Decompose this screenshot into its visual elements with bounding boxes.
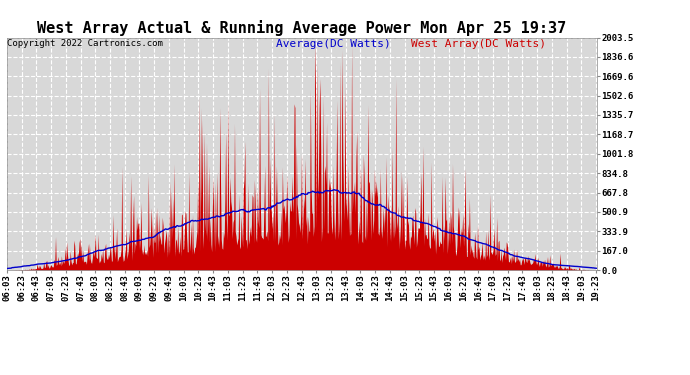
Text: West Array(DC Watts): West Array(DC Watts) <box>411 39 546 50</box>
Text: Average(DC Watts): Average(DC Watts) <box>276 39 391 50</box>
Title: West Array Actual & Running Average Power Mon Apr 25 19:37: West Array Actual & Running Average Powe… <box>37 20 566 36</box>
Text: Copyright 2022 Cartronics.com: Copyright 2022 Cartronics.com <box>7 39 163 48</box>
